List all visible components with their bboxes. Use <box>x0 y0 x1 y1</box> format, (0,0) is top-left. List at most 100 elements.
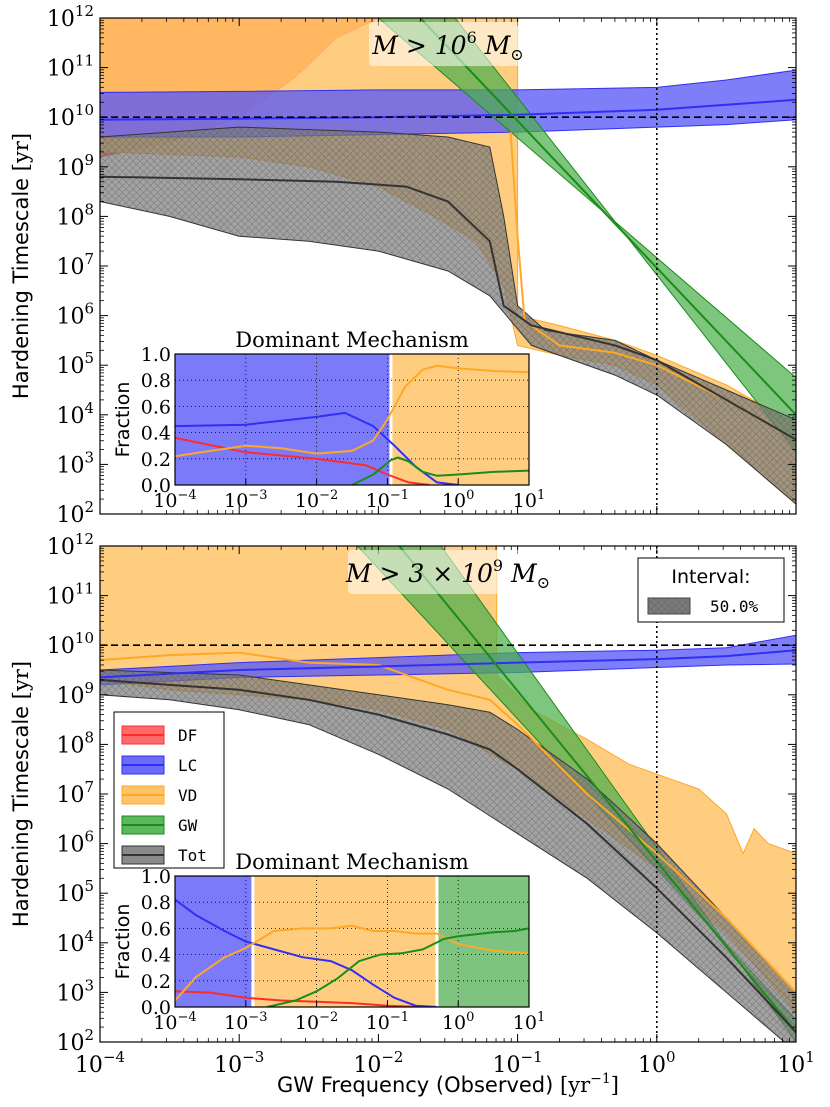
bottom-y-axis-title: Hardening Timescale [yr] <box>9 661 33 927</box>
top-ytick-label: 103 <box>56 448 94 478</box>
bottom-vd-line <box>100 651 796 994</box>
bottom-ytick-label: 1010 <box>47 629 94 659</box>
top-axes: 1012 1011 1010 109 108 107 106 105 104 103 102 M > … <box>47 2 797 528</box>
top-inset-y-axis-title: Fraction <box>112 382 134 458</box>
top-inset-xtick-label: 10−1 <box>366 488 409 512</box>
top-inset-title: Dominant Mechanism <box>235 328 469 352</box>
bottom-ytick-label: 105 <box>56 877 94 907</box>
bottom-inset-xtick-label: 10−2 <box>295 1010 338 1034</box>
top-ytick-label: 107 <box>56 250 94 280</box>
bottom-inset-region-vd <box>252 876 437 1007</box>
bottom-panel: 10121011101010910810710610510410310210−4… <box>47 530 815 1078</box>
bottom-ytick-label: 109 <box>56 679 94 709</box>
bottom-ytick-label: 108 <box>56 728 94 758</box>
bottom-inset-lc-line <box>175 898 438 1007</box>
bottom-inset-frame <box>174 875 530 1008</box>
bottom-xtick-label: 101 <box>777 1048 815 1078</box>
legend-label-gw: GW <box>178 816 198 835</box>
top-inset-ytick-label: 1.0 <box>141 344 171 366</box>
bottom-plot-area <box>100 546 796 1042</box>
top-ytick-label: 102 <box>56 498 94 528</box>
bottom-mass-label-box <box>348 550 548 594</box>
top-mass-label-box <box>369 22 527 66</box>
interval-legend-label: 50.0% <box>710 597 759 616</box>
top-inset-lc-line <box>175 411 459 485</box>
bottom-inset: 0.0 0.2 0.4 0.6 0.8 1.0 10−4 10−3 10−2 10−1 100 101… <box>112 850 545 1034</box>
top-gw-band <box>377 18 796 453</box>
bottom-gw-line <box>398 546 796 1033</box>
top-inset-ytick-label: 0.4 <box>141 423 171 445</box>
top-inset-df-line <box>175 436 431 485</box>
top-panel: 1012 1011 1010 109 108 107 106 105 104 103 102 M > … <box>47 2 797 528</box>
top-ytick-label: 1012 <box>47 2 94 32</box>
bottom-inset-y-axis-title: Fraction <box>112 904 134 980</box>
top-tot-line <box>100 175 796 441</box>
top-inset-xtick-label: 100 <box>442 488 474 512</box>
top-inset-plot-area <box>175 354 529 485</box>
bottom-ytick-label: 1011 <box>47 580 94 610</box>
top-inset-xtick-label: 10−4 <box>153 488 196 512</box>
bottom-tot-line <box>100 678 796 1033</box>
top-gw-line <box>419 18 796 416</box>
bottom-inset-ytick-label: 0.8 <box>141 892 171 914</box>
top-ytick-label: 1011 <box>47 52 94 82</box>
top-inset-ytick-label: 0.6 <box>141 396 171 418</box>
top-y-axis-title: Hardening Timescale [yr] <box>9 133 33 399</box>
top-ytick-label: 104 <box>56 399 94 429</box>
bottom-inset-vd-line <box>175 924 529 1002</box>
top-tot-hatch <box>100 127 796 505</box>
series-legend: DF LC VD GW Tot <box>113 711 225 869</box>
top-ytick-label: 106 <box>56 300 94 330</box>
bottom-inset-title: Dominant Mechanism <box>235 850 469 874</box>
bottom-inset-xtick-label: 10−3 <box>224 1010 267 1034</box>
bottom-inset-ytick-label: 0.4 <box>141 945 171 967</box>
top-inset-ytick-label: 0.0 <box>141 475 171 497</box>
top-inset: 0.0 0.2 0.4 0.6 0.8 1.0 10−4 10−3 10−2 10−1 100 101… <box>112 328 545 512</box>
bottom-lc-band <box>100 634 796 686</box>
top-inset-gw-line <box>351 456 529 485</box>
top-ytick-label: 1010 <box>47 101 94 131</box>
top-lc-line <box>100 98 796 121</box>
legend-label-tot: Tot <box>178 846 207 865</box>
bottom-ytick-label: 104 <box>56 927 94 957</box>
bottom-xtick-label: 10−1 <box>493 1048 543 1078</box>
top-ytick-label: 105 <box>56 349 94 379</box>
bottom-inset-ytick-label: 0.0 <box>141 997 171 1019</box>
interval-legend: Interval: 50.0% <box>637 557 785 623</box>
top-ytick-label: 108 <box>56 200 94 230</box>
top-inset-xtick-label: 10−2 <box>295 488 338 512</box>
top-lc-band <box>100 69 796 138</box>
bottom-inset-ytick-label: 0.6 <box>141 918 171 940</box>
bottom-ytick-label: 103 <box>56 976 94 1006</box>
bottom-inset-xtick-label: 10−1 <box>366 1010 409 1034</box>
bottom-inset-xtick-label: 10−4 <box>153 1010 196 1034</box>
bottom-xtick-label: 10−3 <box>214 1048 264 1078</box>
x-axis-title: GW Frequency (Observed) [yr−1] <box>277 1071 619 1097</box>
bottom-lc-line <box>100 649 796 679</box>
bottom-inset-ytick-label: 1.0 <box>141 866 171 888</box>
top-inset-xtick-label: 101 <box>513 488 545 512</box>
bottom-ytick-label: 107 <box>56 778 94 808</box>
bottom-inset-df-line <box>175 990 423 1007</box>
top-plot-area <box>100 18 796 514</box>
bottom-xtick-label: 100 <box>638 1048 676 1078</box>
bottom-inset-gw-line <box>266 927 529 1007</box>
bottom-ytick-label: 1012 <box>47 530 94 560</box>
bottom-ytick-label: 106 <box>56 828 94 858</box>
top-inset-region-vd <box>390 354 529 485</box>
bottom-inset-xtick-label: 101 <box>513 1010 545 1034</box>
top-inset-ytick-label: 0.2 <box>141 449 171 471</box>
bottom-xtick-label: 10−4 <box>75 1048 125 1078</box>
bottom-axes: 10121011101010910810710610510410310210−4… <box>47 530 815 1078</box>
legend-label-vd: VD <box>178 786 197 805</box>
top-mass-label: M > 106 M⊙ <box>371 28 523 64</box>
top-ytick-label: 109 <box>56 151 94 181</box>
top-inset-vd-line <box>175 364 529 458</box>
interval-legend-swatch-hatch <box>648 598 690 614</box>
interval-legend-title: Interval: <box>671 566 750 588</box>
bottom-inset-plot-area <box>175 876 529 1007</box>
bottom-ytick-label: 102 <box>56 1026 94 1056</box>
bottom-inset-ytick-label: 0.2 <box>141 971 171 993</box>
legend-label-df: DF <box>178 726 197 745</box>
